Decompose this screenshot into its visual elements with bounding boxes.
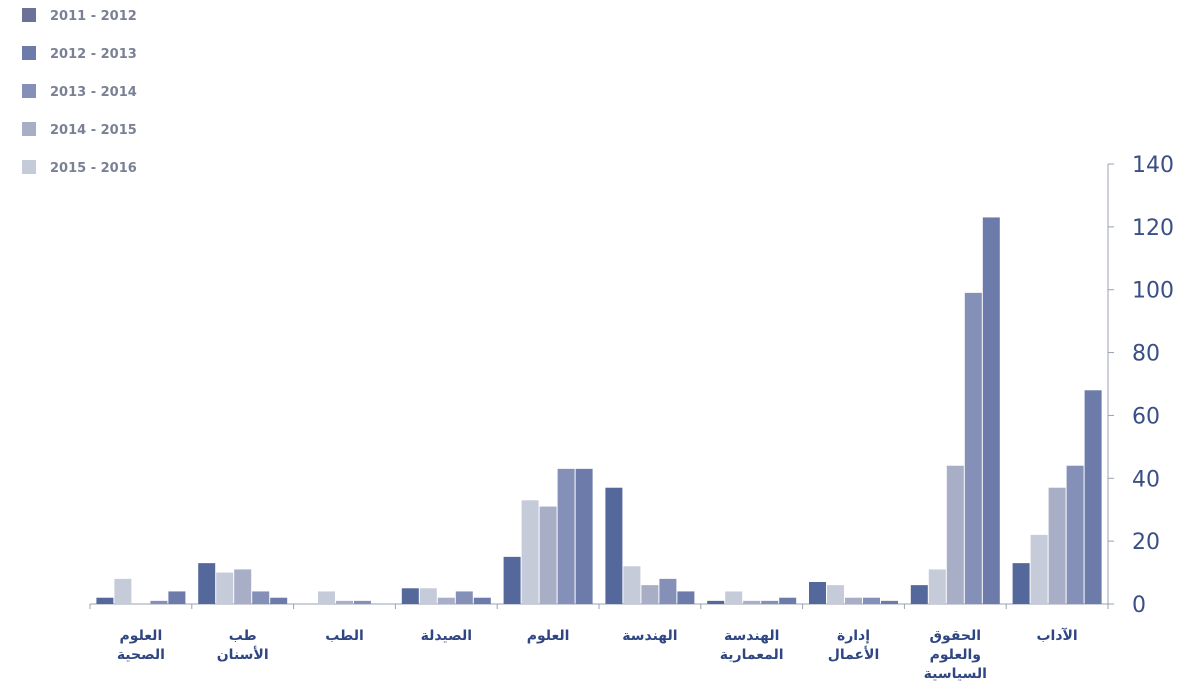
bar: [168, 591, 186, 604]
legend-swatch: [22, 160, 36, 174]
bar: [557, 468, 575, 604]
legend-swatch: [22, 46, 36, 60]
y-tick-label: 80: [1132, 342, 1160, 367]
bar: [910, 585, 928, 604]
bar: [114, 578, 132, 604]
bar: [150, 600, 168, 604]
x-tick-label: إدارة الأعمال: [828, 628, 880, 663]
chart-legend: 2011 - 2012 2012 - 2013 2013 - 2014 2014 - …: [22, 8, 137, 176]
bar: [96, 597, 114, 604]
x-tick-label: الحقوق والعلوم السياسية: [924, 628, 987, 682]
bar: [827, 585, 844, 604]
bar: [401, 588, 419, 604]
bar: [725, 591, 743, 604]
bar: [503, 556, 521, 604]
bar: [677, 591, 695, 604]
bar: [641, 585, 659, 604]
bar: [743, 600, 761, 604]
bar: [539, 506, 557, 604]
bar: [809, 582, 826, 604]
bar: [216, 572, 234, 604]
bar: [1030, 534, 1048, 604]
bar: [521, 500, 539, 604]
bar: [1012, 563, 1030, 604]
x-tick-label: الهندسة المعمارية: [720, 628, 784, 663]
bar: [1084, 390, 1102, 604]
bar: [336, 600, 353, 604]
bar: [928, 569, 946, 604]
legend-label: 2013 - 2014: [50, 85, 137, 100]
y-tick-label: 140: [1132, 153, 1174, 178]
x-tick-label-line: الصيدلة: [421, 628, 472, 644]
x-tick-label-line: العلوم: [120, 628, 163, 644]
bar: [575, 468, 593, 604]
x-tick-label-line: السياسية: [924, 666, 987, 682]
x-tick-label-line: الطب: [325, 628, 364, 644]
bar: [659, 578, 677, 604]
bar: [437, 597, 455, 604]
x-tick-label-line: الآداب: [1036, 627, 1077, 644]
x-tick-label-line: الأسنان: [217, 646, 269, 663]
bar: [881, 600, 898, 604]
bar: [707, 600, 725, 604]
x-tick-label: الصيدلة: [421, 628, 472, 644]
bar: [252, 591, 270, 604]
y-tick-label: 0: [1132, 593, 1146, 618]
legend-label: 2015 - 2016: [50, 161, 137, 176]
bar: [270, 597, 288, 604]
bar: [605, 487, 623, 604]
legend-label: 2011 - 2012: [50, 9, 137, 24]
x-tick-label: الهندسة: [622, 628, 677, 644]
y-tick-label: 60: [1132, 404, 1160, 429]
bar: [234, 569, 252, 604]
bar-marks: [96, 217, 1102, 604]
x-tick-label-line: المعمارية: [720, 647, 784, 663]
bar: [1048, 487, 1066, 604]
x-tick-label: الطب: [325, 628, 364, 644]
legend-label: 2014 - 2015: [50, 123, 137, 138]
bar: [419, 588, 437, 604]
bar: [863, 597, 880, 604]
legend-swatch: [22, 84, 36, 98]
bar: [318, 591, 335, 604]
x-tick-label-line: إدارة: [837, 628, 870, 644]
x-tick-label: طب الأسنان: [217, 628, 269, 663]
bar: [455, 591, 473, 604]
x-tick-label-line: الأعمال: [828, 646, 880, 663]
bar: [354, 600, 371, 604]
bar: [623, 566, 641, 604]
y-tick-label: 120: [1132, 216, 1174, 241]
x-tick-label-line: الصحية: [117, 647, 165, 663]
bar: [964, 292, 982, 604]
y-tick-label: 20: [1132, 530, 1160, 555]
bar: [473, 597, 491, 604]
x-tick-label-line: والعلوم: [930, 647, 981, 663]
bar: [1066, 465, 1084, 604]
x-tick-label: العلوم الصحية: [117, 628, 165, 663]
bar: [198, 563, 216, 604]
x-tick-label-line: الحقوق: [930, 628, 982, 644]
y-tick-label: 40: [1132, 467, 1160, 492]
legend-swatch: [22, 8, 36, 22]
x-tick-label-line: الهندسة: [622, 628, 677, 644]
bar: [845, 597, 862, 604]
x-tick-label: العلوم: [527, 628, 570, 644]
legend-label: 2012 - 2013: [50, 47, 137, 62]
y-tick-labels: 0 20 40 60 80 100 120 140: [1132, 153, 1174, 618]
bar: [779, 597, 797, 604]
legend-swatch: [22, 122, 36, 136]
bar: [761, 600, 779, 604]
y-tick-label: 100: [1132, 279, 1174, 304]
bar: [946, 465, 964, 604]
x-tick-label-line: طب: [229, 628, 257, 644]
x-tick-label-line: الهندسة: [724, 628, 779, 644]
x-tick-label-line: العلوم: [527, 628, 570, 644]
x-tick-label: الآداب: [1036, 627, 1077, 644]
bar: [982, 217, 1000, 604]
